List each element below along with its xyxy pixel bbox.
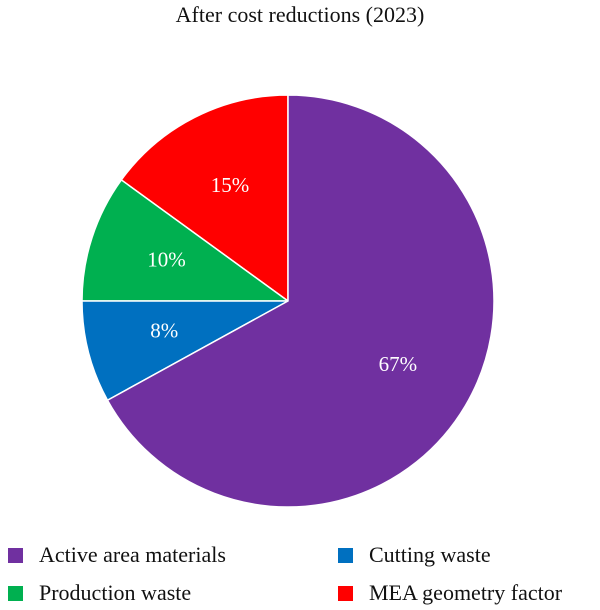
pie-slice-mea-geometry-factor bbox=[120, 94, 289, 303]
legend-item-production-waste: Production waste bbox=[8, 580, 191, 606]
legend-swatch-cutting-waste bbox=[338, 547, 353, 563]
pie-label-active-area-materials: 67% bbox=[379, 352, 418, 376]
pie-slices bbox=[81, 94, 495, 508]
pie-label-mea-geometry-factor: 15% bbox=[211, 173, 250, 197]
legend-item-mea-geometry-factor: MEA geometry factor bbox=[338, 580, 562, 606]
pie-label-cutting-waste: 8% bbox=[150, 319, 178, 343]
chart-title: After cost reductions (2023) bbox=[175, 2, 425, 27]
pie-slice-cutting-waste bbox=[81, 300, 289, 402]
pie-slice-labels: 15% 10% 8% 67% bbox=[147, 173, 417, 376]
legend-item-cutting-waste: Cutting waste bbox=[338, 542, 491, 568]
legend-swatch-mea-geometry-factor bbox=[338, 585, 353, 601]
legend-swatch-active-area-materials bbox=[8, 547, 23, 563]
pie-chart: 15% 10% 8% 67% bbox=[81, 94, 495, 508]
pie-slice-active-area-materials bbox=[106, 94, 495, 508]
pie-label-production-waste: 10% bbox=[147, 247, 186, 271]
legend-label-mea-geometry-factor: MEA geometry factor bbox=[369, 580, 563, 605]
legend-item-active-area-materials: Active area materials bbox=[8, 542, 226, 568]
legend-label-cutting-waste: Cutting waste bbox=[369, 542, 491, 567]
legend-label-active-area-materials: Active area materials bbox=[39, 542, 226, 567]
legend-label-production-waste: Production waste bbox=[39, 580, 192, 605]
pie-slice-production-waste bbox=[81, 178, 291, 302]
legend-swatch-production-waste bbox=[8, 585, 23, 601]
